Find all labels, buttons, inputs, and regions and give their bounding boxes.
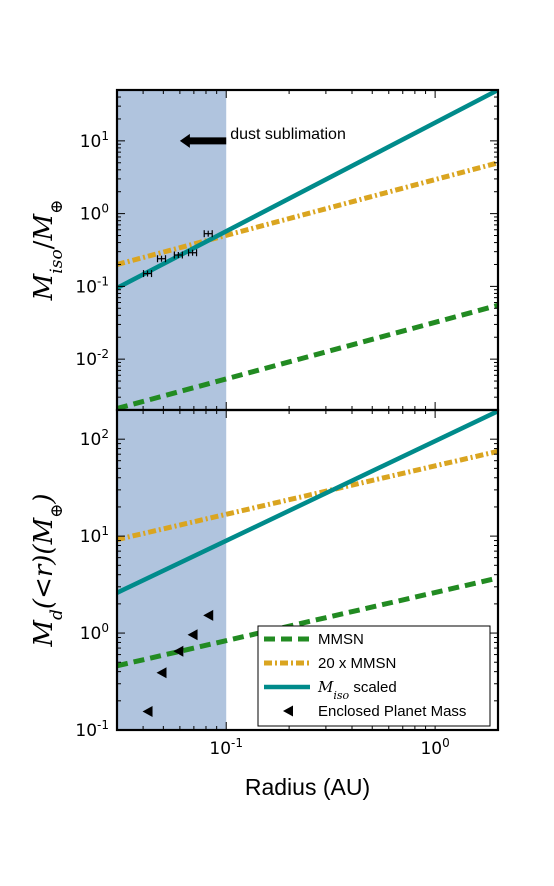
series-line-mmsn20: [117, 160, 498, 267]
ylabel-subscript2: ⊕: [47, 504, 67, 518]
series-line-miso: [117, 410, 498, 595]
y-tick-label: 10-1: [75, 274, 109, 297]
tick-exponent: 2: [101, 427, 109, 441]
tick-base: 10: [80, 527, 102, 547]
y-axis-label: Md(<r)(M⊕): [29, 493, 67, 647]
tick-base: 10: [75, 350, 97, 370]
y-tick-label: 101: [80, 524, 109, 547]
legend-label-planets: Enclosed Planet Mass: [318, 703, 466, 720]
planet-errorbar: [187, 249, 198, 257]
ylabel-subscript2: ⊕: [47, 200, 67, 214]
tick-exponent: 0: [442, 736, 450, 750]
ylabel-subscript: iso: [47, 249, 67, 273]
annotation-arrow-head: [179, 133, 190, 148]
ylabel-rest: (<r)(M: [29, 516, 59, 609]
planet-errorbar: [173, 251, 183, 259]
planet-mass-marker: [187, 629, 198, 641]
legend-text: scaled: [349, 679, 397, 696]
legend-label-miso: Miso scaled: [317, 678, 397, 702]
y-tick-label: 100: [80, 621, 109, 644]
axes-frame: [115, 408, 500, 732]
y-tick-label: 10-2: [75, 347, 109, 370]
planet-mass-marker: [173, 645, 184, 657]
series-line-mmsn20: [117, 448, 498, 543]
y-axis-label: Miso/M⊕: [29, 200, 67, 302]
tick-exponent: 0: [101, 202, 109, 216]
legend-math-sub: iso: [333, 689, 349, 702]
legend-label-mmsn20: 20 x MMSN: [318, 655, 396, 672]
y-tick-label: 100: [80, 202, 109, 225]
tick-base: 10: [80, 205, 102, 225]
y-tick-label: 10-1: [75, 718, 109, 741]
planet-errorbar: [203, 230, 213, 238]
legend-frame: [257, 625, 491, 727]
tick-exponent: 1: [101, 129, 109, 143]
legend-marker: [283, 705, 293, 717]
y-tick-label: 102: [80, 427, 109, 450]
planet-errorbar: [142, 270, 153, 278]
tick-base: 10: [209, 739, 231, 759]
ylabel-main2: M: [29, 213, 59, 242]
planet-mass-marker: [203, 609, 214, 621]
legend-math-main: M: [317, 678, 334, 696]
ylabel-close: ): [29, 493, 59, 504]
dust-sublimation-region: [117, 410, 227, 730]
x-tick-label: 10-1: [209, 736, 243, 759]
planet-mass-marker: [156, 667, 167, 679]
tick-exponent: 0: [101, 621, 109, 635]
x-tick-label: 100: [420, 736, 449, 759]
tick-exponent: 1: [101, 524, 109, 538]
planet-mass-marker: [142, 706, 153, 718]
y-tick-label: 101: [80, 129, 109, 152]
ylabel-main: M: [29, 272, 59, 301]
tick-base: 10: [80, 624, 102, 644]
series-group: [117, 410, 498, 669]
tick-base: 10: [75, 721, 97, 741]
tick-exponent: -1: [97, 718, 109, 732]
series-line-mmsn: [117, 575, 498, 669]
x-axis-label: Radius (AU): [245, 774, 370, 800]
ylabel-separator: /: [29, 240, 59, 249]
tick-base: 10: [75, 277, 97, 297]
legend-label-mmsn: MMSN: [318, 631, 364, 648]
series-line-mmsn: [117, 302, 498, 410]
annotation-text: dust sublimation: [230, 126, 346, 143]
tick-exponent: -1: [97, 274, 109, 288]
tick-base: 10: [420, 739, 442, 759]
tick-exponent: -1: [231, 736, 243, 750]
planet-errorbar: [156, 255, 167, 263]
ylabel-subscript: d: [47, 609, 67, 620]
ylabel-main: M: [29, 619, 59, 648]
tick-base: 10: [80, 430, 102, 450]
tick-base: 10: [80, 132, 102, 152]
tick-exponent: -2: [97, 347, 109, 361]
